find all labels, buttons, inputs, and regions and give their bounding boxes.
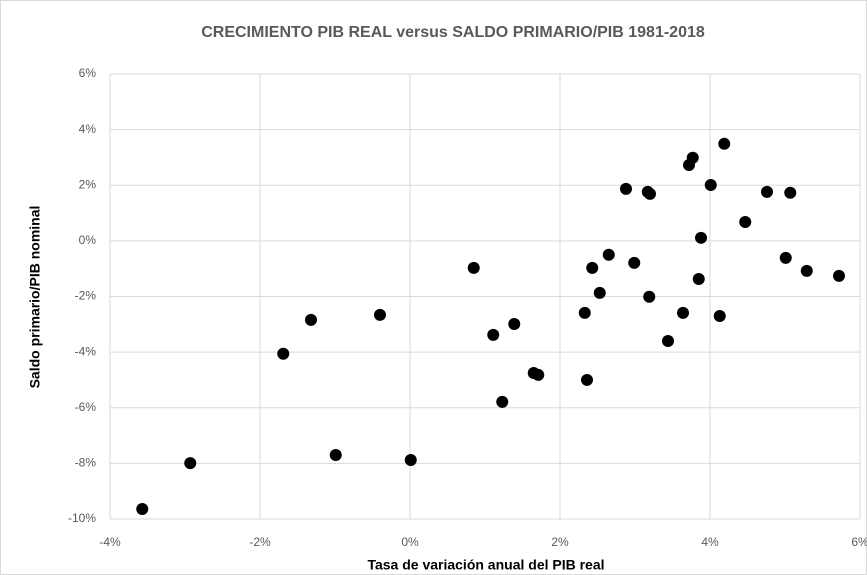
y-tick-label: 0% [79, 233, 97, 247]
data-point [496, 395, 509, 408]
data-point [136, 502, 149, 515]
y-tick-label: 2% [79, 177, 97, 191]
data-point [578, 306, 591, 319]
y-tick-label: 4% [79, 122, 97, 136]
data-point [800, 264, 813, 277]
y-tick-label: 6% [79, 66, 97, 80]
chart-title: CRECIMIENTO PIB REAL versus SALDO PRIMAR… [201, 24, 705, 41]
data-point [695, 231, 707, 244]
data-point [467, 261, 480, 274]
data-point [581, 373, 593, 386]
data-point [718, 137, 731, 150]
y-tick-label: -2% [75, 289, 97, 303]
data-point [713, 309, 726, 322]
data-point [833, 269, 845, 282]
y-axis-title: Saldo primario/PIB nominal [27, 206, 43, 389]
data-point [662, 335, 674, 347]
data-point [374, 308, 386, 321]
y-tick-label: -8% [75, 456, 97, 470]
x-tick-label: 0% [401, 535, 419, 549]
y-tick-label: -4% [75, 344, 97, 358]
x-tick-label: 4% [701, 535, 719, 549]
y-tick-label: -10% [68, 511, 96, 525]
x-tick-label: 6% [851, 535, 867, 549]
data-point [305, 313, 317, 326]
data-point [620, 182, 632, 195]
data-point [677, 306, 689, 319]
data-point [644, 187, 656, 200]
data-point [602, 248, 615, 261]
data-point [739, 215, 752, 228]
data-point [692, 272, 705, 285]
data-point [686, 151, 699, 164]
data-point [779, 251, 792, 264]
data-point [586, 261, 599, 274]
data-point [508, 318, 521, 331]
data-point [404, 454, 417, 467]
data-point [593, 286, 606, 299]
data-point [184, 457, 197, 470]
x-tick-label: 2% [551, 535, 569, 549]
x-tick-label: -2% [249, 535, 271, 549]
data-point [643, 290, 656, 303]
x-axis-title: Tasa de variación anual del PIB real [367, 557, 604, 573]
data-point [532, 368, 545, 381]
data-point [704, 178, 717, 191]
data-point [628, 256, 641, 269]
y-tick-label: -6% [75, 400, 97, 414]
data-point [487, 328, 500, 341]
data-point [784, 186, 797, 199]
data-point [761, 185, 773, 198]
data-point [329, 449, 342, 462]
data-point [277, 347, 290, 360]
x-tick-label: -4% [99, 535, 121, 549]
